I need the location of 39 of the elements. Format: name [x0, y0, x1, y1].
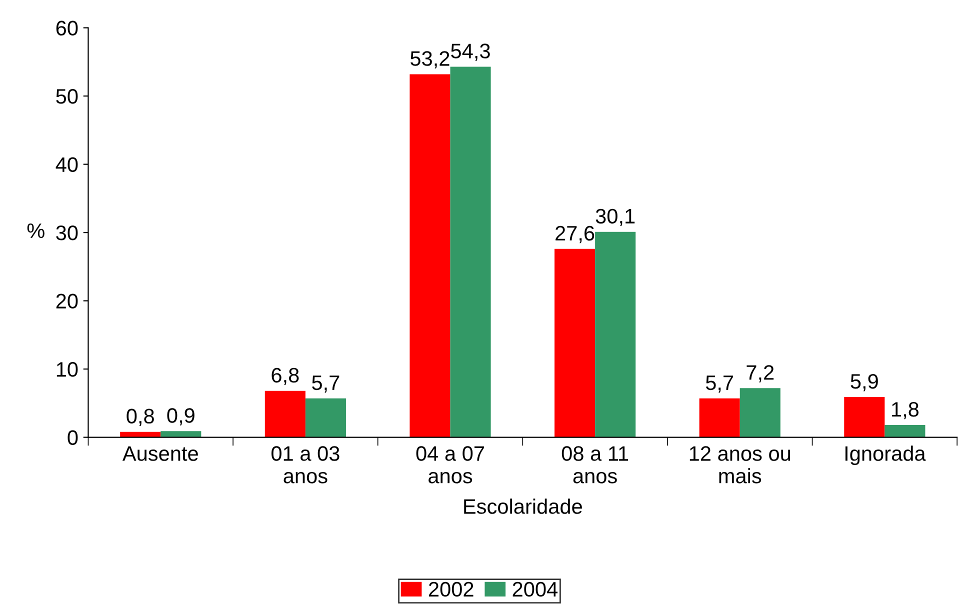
data-label: 27,6: [556, 226, 594, 244]
y-tick-label: 40: [56, 157, 78, 172]
x-tick-label: 04 a 07 anos: [416, 446, 484, 484]
bar: [844, 397, 885, 438]
bar: [554, 248, 596, 438]
y-tick-label: 20: [56, 294, 78, 309]
data-label: 53,2: [410, 51, 450, 68]
y-axis-title: %: [27, 223, 44, 238]
data-label: 6,8: [272, 368, 299, 386]
y-tick-label: 0: [68, 430, 78, 446]
legend-label: 2004: [512, 582, 558, 597]
data-label: 0,8: [126, 408, 154, 426]
y-tick-label: 10: [56, 362, 78, 377]
legend-label: 2002: [429, 582, 474, 597]
x-tick-label: 12 anos ou mais: [690, 446, 790, 484]
data-label: 5,7: [312, 376, 340, 393]
data-label: 1,8: [892, 402, 919, 420]
bar: [305, 398, 346, 438]
data-label: 7,2: [746, 365, 774, 382]
x-tick-label: 01 a 03 anos: [272, 446, 340, 484]
bar: [450, 66, 491, 438]
data-label: 5,7: [706, 376, 734, 393]
data-label: 5,9: [850, 374, 878, 392]
x-axis-title: Escolaridade: [464, 498, 582, 514]
x-tick-label: Ausente: [122, 446, 198, 461]
data-label: 54,3: [451, 44, 490, 61]
y-tick-label: 30: [56, 226, 78, 240]
bar: [699, 398, 740, 438]
bar: [595, 232, 636, 438]
data-label: 0,9: [167, 408, 194, 426]
y-tick-label: 60: [56, 20, 78, 36]
data-label: 30,1: [596, 208, 635, 226]
y-tick-label: 50: [56, 89, 78, 104]
bar: [884, 425, 926, 438]
x-tick-label: Ignorada: [845, 446, 926, 466]
x-tick-label: 08 a 11 anos: [562, 446, 628, 484]
bar: [264, 390, 306, 438]
bar: [740, 388, 780, 438]
bar: [410, 74, 450, 438]
